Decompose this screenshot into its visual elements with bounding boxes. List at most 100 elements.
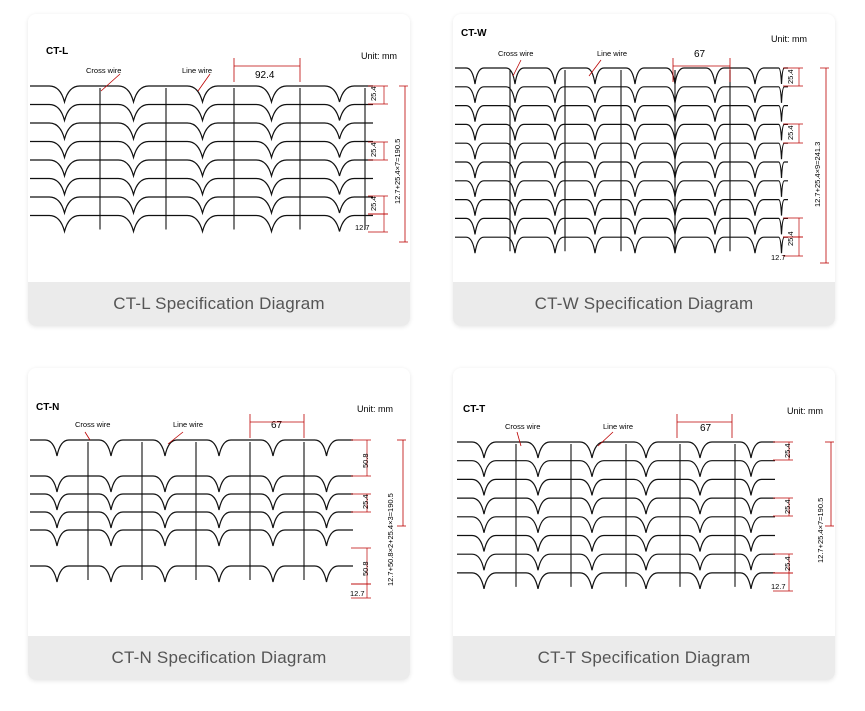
leader-line — [197, 73, 211, 92]
dim-label-1: 25.4 — [369, 86, 378, 101]
pitch-label: 92.4 — [255, 70, 275, 81]
line-wire-label: Line wire — [603, 422, 633, 431]
total-dim-label: 12.7+25.4×9=241.3 — [813, 142, 822, 207]
dim-label-4: 12.7 — [355, 223, 370, 232]
leader-line — [84, 431, 91, 441]
leader-line — [597, 431, 614, 447]
unit-label: Unit: mm — [361, 51, 397, 61]
line-wire — [30, 196, 373, 216]
dim-label-2: 25.4 — [361, 494, 370, 509]
cross-wire-label: Cross wire — [86, 66, 121, 75]
dim-label-1: 50.8 — [361, 453, 370, 468]
ct-n-diagram: CT-N Unit: mm Cross wire Line wire 67 50… — [28, 368, 410, 636]
spec-card-ct-w[interactable]: CT-W Unit: mm Cross wire Line wire 67 25… — [453, 14, 835, 326]
line-wire — [30, 85, 373, 105]
model-label: CT-N — [36, 402, 59, 413]
line-wire-label: Line wire — [173, 420, 203, 429]
dim-label-2: 25.4 — [783, 499, 792, 514]
line-wire — [455, 180, 788, 197]
model-label: CT-W — [461, 28, 487, 39]
line-wire — [457, 497, 775, 515]
dimension-markers — [783, 67, 829, 264]
line-wire — [30, 493, 353, 511]
card-caption[interactable]: CT-T Specification Diagram — [453, 636, 835, 680]
line-wire — [30, 565, 353, 583]
line-wire — [30, 439, 353, 457]
line-wire — [457, 441, 775, 459]
line-wire — [457, 460, 775, 477]
dim-label-1: 25.4 — [786, 69, 795, 84]
card-caption[interactable]: CT-L Specification Diagram — [28, 282, 410, 326]
mesh-drawing — [30, 58, 373, 234]
spec-card-ct-n[interactable]: CT-N Unit: mm Cross wire Line wire 67 50… — [28, 368, 410, 680]
line-wire — [455, 105, 788, 122]
dim-label-2: 25.4 — [786, 125, 795, 140]
line-wire — [455, 236, 788, 254]
dimension-markers — [368, 85, 408, 243]
cross-wire-label: Cross wire — [498, 49, 533, 58]
line-wire — [455, 161, 788, 179]
pitch-label: 67 — [271, 420, 283, 431]
spec-card-ct-l[interactable]: CT-L Unit: mm Cross wire Line wire 92.4 … — [28, 14, 410, 326]
pitch-label: 67 — [700, 423, 712, 434]
line-wire — [455, 142, 788, 160]
line-wire — [30, 122, 373, 142]
line-wire — [455, 67, 788, 85]
dim-label-4: 12.7 — [771, 582, 786, 591]
total-dim-label: 12.7+25.4×7=190.5 — [393, 139, 402, 204]
dimension-markers — [351, 439, 406, 599]
line-wire — [30, 103, 373, 123]
spec-card-ct-t[interactable]: CT-T Unit: mm Cross wire Line wire 67 25… — [453, 368, 835, 680]
line-wire — [30, 511, 353, 529]
leader-line — [588, 59, 602, 77]
card-caption[interactable]: CT-W Specification Diagram — [453, 282, 835, 326]
unit-label: Unit: mm — [787, 406, 823, 416]
total-dim-label: 12.7+50.8×2+25.4×3=190.5 — [386, 493, 395, 586]
ct-t-diagram: CT-T Unit: mm Cross wire Line wire 67 25… — [453, 368, 835, 636]
cross-wire-label: Cross wire — [505, 422, 540, 431]
ct-l-diagram: CT-L Unit: mm Cross wire Line wire 92.4 … — [28, 14, 410, 282]
line-wire — [30, 214, 373, 234]
ct-w-diagram: CT-W Unit: mm Cross wire Line wire 67 25… — [453, 14, 835, 282]
line-wire — [455, 199, 788, 216]
cross-wire-label: Cross wire — [75, 420, 110, 429]
pitch-label: 67 — [694, 49, 706, 60]
line-wire — [457, 516, 775, 533]
dim-label-4: 12.7 — [350, 589, 365, 598]
line-wire — [457, 478, 775, 496]
unit-label: Unit: mm — [357, 404, 393, 414]
leader-line — [512, 59, 522, 77]
dim-label-4: 12.7 — [771, 253, 786, 262]
dim-label-3: 25.4 — [369, 196, 378, 211]
line-wire — [457, 572, 775, 590]
leader-line — [167, 431, 184, 445]
line-wire — [30, 159, 373, 179]
line-wire — [457, 534, 775, 552]
line-wire — [457, 553, 775, 571]
model-label: CT-L — [46, 46, 68, 57]
line-wire — [30, 475, 353, 493]
line-wire — [30, 140, 373, 160]
leader-line — [516, 431, 522, 447]
dim-label-3: 50.8 — [361, 561, 370, 576]
line-wire — [30, 529, 353, 547]
leader-line — [100, 73, 121, 92]
line-wire — [455, 217, 788, 235]
dimension-markers — [773, 441, 834, 592]
mesh-drawing — [455, 58, 788, 254]
mesh-drawing — [457, 414, 775, 590]
line-wire — [30, 177, 373, 197]
dim-label-2: 25.4 — [369, 142, 378, 157]
card-caption[interactable]: CT-N Specification Diagram — [28, 636, 410, 680]
mesh-drawing — [30, 414, 353, 583]
line-wire-label: Line wire — [182, 66, 212, 75]
total-dim-label: 12.7+25.4×7=190.5 — [816, 498, 825, 563]
dim-label-3: 25.4 — [783, 556, 792, 571]
line-wire — [455, 123, 788, 141]
dim-label-3: 25.4 — [786, 231, 795, 246]
model-label: CT-T — [463, 404, 485, 415]
unit-label: Unit: mm — [771, 34, 807, 44]
line-wire — [455, 86, 788, 103]
line-wire-label: Line wire — [597, 49, 627, 58]
dim-label-1: 25.4 — [783, 443, 792, 458]
